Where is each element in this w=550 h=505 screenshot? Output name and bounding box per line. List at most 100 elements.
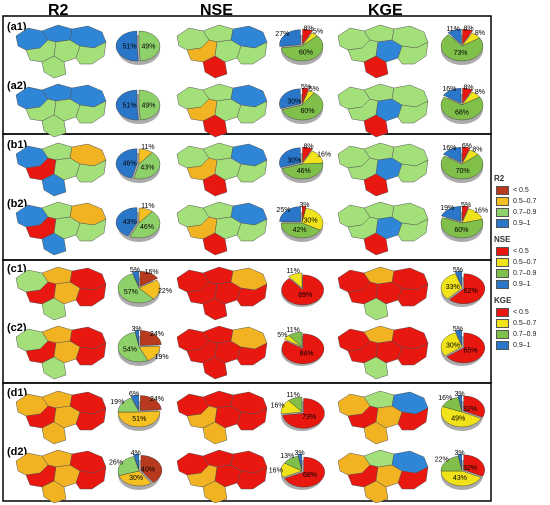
map-r2 xyxy=(15,449,107,504)
map-kge xyxy=(337,142,429,197)
pie-value-label: 16% xyxy=(474,208,488,215)
pie-value-label: 16% xyxy=(269,467,283,474)
map-subbasin xyxy=(363,356,389,380)
pie-value-label: 27% xyxy=(275,31,289,38)
pie-slice xyxy=(117,397,140,413)
map-nse xyxy=(176,390,268,445)
pie-value-label: 22% xyxy=(158,288,172,295)
pie-value-label: 57% xyxy=(124,289,138,296)
pie-slice xyxy=(463,395,485,418)
legend-label: 0.9–1 xyxy=(513,281,531,288)
pie-kge: 5%16% 60% 19% xyxy=(440,202,488,242)
pie-value-label: 46% xyxy=(297,168,311,175)
pie-value-label: 8% xyxy=(475,30,485,37)
map-nse xyxy=(176,142,268,197)
pie-value-label: 30% xyxy=(129,475,143,482)
legend-item: 0.7–0.9 xyxy=(496,329,548,340)
pie-slice xyxy=(449,273,486,304)
map-subbasin xyxy=(41,356,67,380)
legend-label: 0.7–0.9 xyxy=(513,270,537,277)
legend-item: 0.7–0.9 xyxy=(496,207,548,218)
map-kge xyxy=(337,83,429,138)
pie-slice xyxy=(301,208,324,231)
legend-group-nse: NSE < 0.5 0.5–0.7 0.7–0.9 0.9–1 xyxy=(492,235,548,290)
map-subbasin xyxy=(41,55,67,79)
pie-kge: 32% 49% 16%3% xyxy=(438,391,485,431)
row-label-a1: (a1) xyxy=(7,21,27,33)
pie-nse: 84% 5%11% xyxy=(277,327,325,366)
map-subbasin xyxy=(75,218,107,242)
pie-slice xyxy=(440,96,484,121)
pie-value-label: 49% xyxy=(141,102,155,109)
pie-value-label: 8% xyxy=(303,25,313,32)
map-subbasin xyxy=(397,283,429,307)
legend-item: 0.5–0.7 xyxy=(496,318,548,329)
pie-nse: 8% 5% 60% 27% xyxy=(275,25,324,65)
pie-value-label: 89% xyxy=(298,292,312,299)
map-subbasin xyxy=(202,421,228,445)
legend-swatch xyxy=(496,197,509,206)
pie-slice xyxy=(440,273,463,300)
legend-swatch xyxy=(496,208,509,217)
pie-r2: 24% 51% 19% 6% xyxy=(110,391,164,431)
pie-slice xyxy=(441,206,462,222)
pie-value-label: 8% xyxy=(303,143,313,150)
pie-value-label: 11% xyxy=(286,327,300,334)
map-nse xyxy=(176,449,268,504)
pie-value-label: 16% xyxy=(442,86,456,93)
map-kge xyxy=(337,201,429,256)
header-kge: KGE xyxy=(368,2,403,19)
pie-value-label: 5% xyxy=(277,332,287,339)
pie-slice xyxy=(457,394,463,411)
map-subbasin xyxy=(397,407,429,431)
legend-group-kge: KGE < 0.5 0.5–0.7 0.7–0.9 0.9–1 xyxy=(492,296,548,351)
pie-slice xyxy=(118,470,152,487)
legend-item: 0.9–1 xyxy=(496,218,548,229)
pie-slice xyxy=(117,273,154,304)
pie-value-label: 40% xyxy=(141,466,155,473)
pie-value-label: 5% xyxy=(130,267,140,274)
map-subbasin xyxy=(75,100,107,124)
pie-value-label: 5% xyxy=(453,326,463,333)
pie-nse: 89% 11% xyxy=(281,268,324,307)
pie-r2: 11% 43%46% xyxy=(115,144,161,183)
map-kge xyxy=(337,325,429,380)
map-subbasin xyxy=(363,480,389,504)
header-nse: NSE xyxy=(200,2,233,19)
legend-swatch xyxy=(496,330,509,339)
legend-item: 0.5–0.7 xyxy=(496,196,548,207)
pie-value-label: 30% xyxy=(304,218,318,225)
legend-swatch xyxy=(496,247,509,256)
map-subbasin xyxy=(202,297,228,321)
map-nse xyxy=(176,201,268,256)
pie-slice xyxy=(440,154,484,180)
pie-slice xyxy=(138,30,161,62)
pie-kge: 8%8% 73% 11% xyxy=(440,25,485,65)
legend-item: 0.5–0.7 xyxy=(496,257,548,268)
pie-value-label: 49% xyxy=(451,416,465,423)
pie-nse: 68% 16% 13% 3% xyxy=(269,450,325,490)
pie-value-label: 22% xyxy=(435,457,449,464)
map-subbasin xyxy=(236,41,268,65)
pie-value-label: 8% xyxy=(475,89,485,96)
map-r2 xyxy=(15,201,107,256)
pie-slice xyxy=(462,87,473,104)
map-subbasin xyxy=(41,173,67,197)
pie-value-label: 3% xyxy=(299,202,309,209)
pie-value-label: 51% xyxy=(123,103,137,110)
pie-value-label: 84% xyxy=(300,350,314,357)
pie-value-label: 8% xyxy=(463,25,473,32)
pie-value-label: 43% xyxy=(123,219,137,226)
pie-value-label: 16% xyxy=(145,269,159,276)
pie-nse: 73% 16%11% xyxy=(271,392,325,431)
row-label-c2: (c2) xyxy=(7,322,27,334)
map-r2 xyxy=(15,83,107,138)
pie-slice xyxy=(279,206,301,222)
map-subbasin xyxy=(41,421,67,445)
map-subbasin xyxy=(236,100,268,124)
map-subbasin xyxy=(202,114,228,138)
map-kge xyxy=(337,266,429,321)
legend-item: < 0.5 xyxy=(496,185,548,196)
pie-slice xyxy=(281,162,324,180)
